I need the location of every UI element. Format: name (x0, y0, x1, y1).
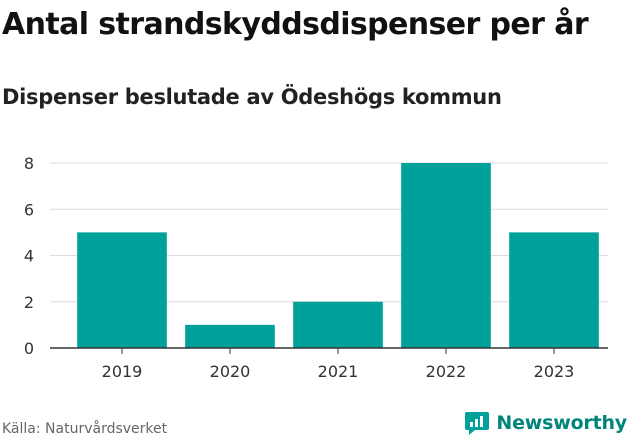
x-tick-label: 2021 (318, 362, 359, 381)
bar-2021 (293, 301, 383, 348)
x-tick-label: 2022 (426, 362, 467, 381)
brand-logo: Newsworthy (464, 408, 627, 438)
bar-2023 (509, 232, 599, 348)
y-tick-label: 8 (24, 154, 34, 173)
x-tick-label: 2019 (102, 362, 143, 381)
chart-subtitle: Dispenser beslutade av Ödeshögs kommun (2, 85, 502, 109)
x-tick-label: 2020 (210, 362, 251, 381)
y-tick-label: 2 (24, 293, 34, 312)
bar-2022 (401, 163, 491, 348)
bar-2019 (77, 232, 167, 348)
x-tick-label: 2023 (534, 362, 575, 381)
brand-name: Newsworthy (496, 412, 627, 434)
chart-title: Antal strandskyddsdispenser per år (2, 7, 589, 42)
bar-2020 (185, 324, 275, 348)
y-tick-label: 6 (24, 200, 34, 219)
newsworthy-logo-icon (465, 412, 490, 435)
source-note: Källa: Naturvårdsverket (2, 421, 168, 437)
x-axis-ticks: 2019 2020 2021 2022 2023 (102, 348, 575, 381)
y-axis-ticks: 0 2 4 6 8 (24, 154, 34, 358)
y-tick-label: 0 (24, 339, 34, 358)
bars (77, 163, 599, 348)
y-tick-label: 4 (24, 247, 34, 266)
